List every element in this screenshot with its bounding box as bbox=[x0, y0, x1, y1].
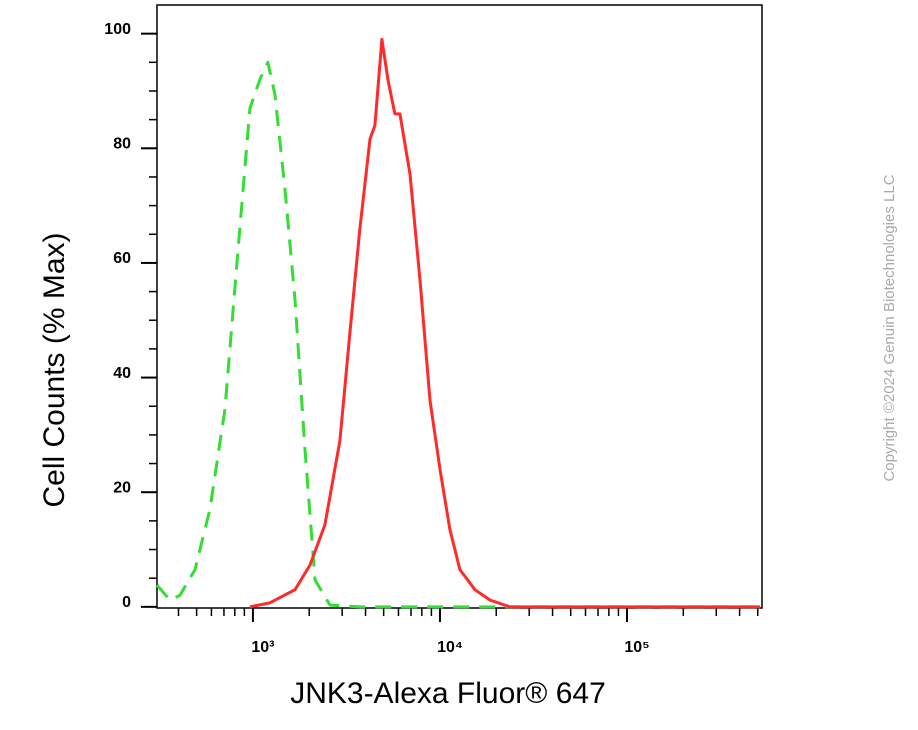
y-tick-label: 0 bbox=[122, 594, 131, 611]
x-axis-label: JNK3-Alexa Fluor® 647 bbox=[290, 677, 606, 710]
y-tick-label: 80 bbox=[113, 136, 131, 153]
histogram-line bbox=[249, 37, 760, 609]
y-tick-label: 100 bbox=[104, 21, 131, 38]
x-tick-label: 10⁴ bbox=[437, 639, 463, 656]
plot-frame bbox=[156, 4, 763, 609]
watermark: Copyright ©2024 Genuin Biotechnologies L… bbox=[881, 174, 898, 481]
histogram-line bbox=[155, 60, 760, 609]
x-tick-label: 10³ bbox=[251, 639, 274, 656]
y-tick-label: 40 bbox=[113, 365, 131, 382]
y-tick-label: 60 bbox=[113, 250, 131, 267]
y-tick-label: 20 bbox=[113, 479, 131, 496]
x-tick-label: 10⁵ bbox=[624, 639, 649, 656]
y-axis-label: Cell Counts (% Max) bbox=[38, 232, 71, 507]
